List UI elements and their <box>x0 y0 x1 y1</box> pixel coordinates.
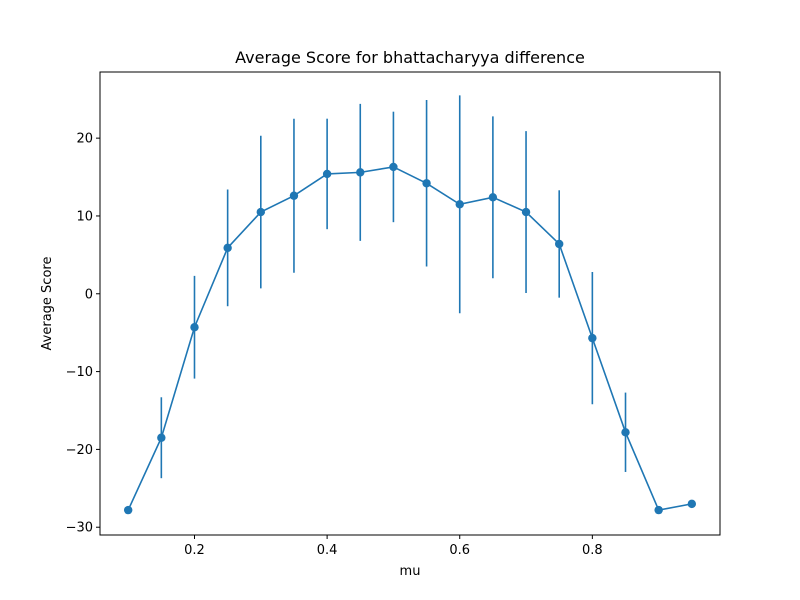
data-point <box>621 428 630 437</box>
data-point <box>687 499 697 509</box>
y-tick-label: 20 <box>76 132 93 147</box>
data-point <box>289 191 299 200</box>
data-point <box>157 433 166 442</box>
y-tick-label: 10 <box>76 209 93 224</box>
data-point <box>554 239 564 249</box>
y-tick-label: −30 <box>66 521 93 536</box>
data-point <box>256 207 266 217</box>
x-tick-label: 0.6 <box>449 543 470 558</box>
series-line <box>127 166 692 512</box>
data-point <box>356 168 365 177</box>
data-point <box>422 179 431 188</box>
data-point <box>322 169 332 179</box>
x-axis-label: mu <box>400 564 421 579</box>
y-tick-label: −10 <box>66 365 93 380</box>
y-axis-label: Average Score <box>40 257 55 351</box>
data-point <box>190 323 199 332</box>
y-axis: −30 −20 −10 0 10 20 <box>66 132 100 536</box>
x-tick-label: 0.8 <box>582 543 603 558</box>
x-tick-label: 0.2 <box>184 543 205 558</box>
y-tick-label: 0 <box>85 287 93 302</box>
data-point <box>123 505 133 515</box>
data-point <box>588 333 597 343</box>
axes-frame <box>99 71 721 536</box>
data-point <box>521 207 531 217</box>
data-point <box>223 243 232 253</box>
chart-title: Average Score for bhattacharyya differen… <box>235 48 585 67</box>
data-point <box>488 193 498 202</box>
data-point <box>455 200 464 209</box>
data-point <box>654 505 663 515</box>
plot-area <box>123 95 697 515</box>
y-tick-label: −20 <box>66 443 93 458</box>
x-tick-label: 0.4 <box>317 543 338 558</box>
x-axis: 0.2 0.4 0.6 0.8 <box>184 535 603 558</box>
data-point <box>389 162 398 172</box>
